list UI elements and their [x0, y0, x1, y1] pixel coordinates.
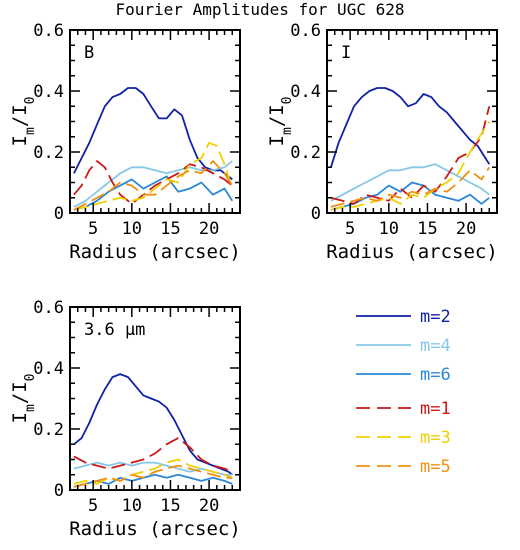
series-line-m=5 [330, 166, 491, 208]
y-axis-label: Im/I0 [9, 97, 38, 147]
x-tick-label: 5 [88, 219, 98, 239]
x-tick-label: 10 [122, 496, 142, 516]
series-line-m=1 [330, 106, 491, 205]
y-axis-label-text: Im/I0 [266, 97, 295, 147]
legend-label: m=1 [420, 399, 451, 419]
series-line-m=2 [73, 87, 233, 181]
x-tick-label: 20 [456, 219, 476, 239]
legend-label: m=5 [420, 457, 451, 477]
legend-item-m=2: m=2 [356, 307, 451, 327]
x-tick-label: 5 [345, 219, 355, 239]
y-tick-label: 0.6 [33, 21, 64, 41]
y-tick-label: 0.6 [290, 21, 321, 41]
x-tick-label: 10 [122, 219, 142, 239]
x-axis-label: Radius (arcsec) [69, 241, 241, 263]
series-line-m=3 [73, 141, 234, 211]
legend: m=2 m=4 m=6 m=1 m=3 m=5 [356, 307, 451, 477]
legend-item-m=6: m=6 [356, 365, 451, 385]
legend-item-m=3: m=3 [356, 428, 451, 448]
y-tick-label: 0.6 [33, 298, 64, 318]
panel-label: 3.6 μm [84, 320, 145, 340]
x-tick-label: 5 [88, 496, 98, 516]
x-tick-label: 10 [379, 219, 399, 239]
y-tick-label: 0 [54, 204, 64, 224]
series-line-m=5 [73, 464, 233, 488]
legend-label: m=6 [420, 365, 451, 385]
y-tick-label: 0.2 [33, 420, 64, 440]
series-line-m=3 [73, 458, 233, 485]
y-tick-label: 0 [54, 481, 64, 501]
x-tick-label: 15 [160, 219, 180, 239]
series-group [73, 373, 233, 488]
y-axis-label-text: Im/I0 [9, 97, 38, 147]
panel-label: I [341, 43, 351, 63]
panel-label: B [84, 43, 94, 63]
legend-label: m=3 [420, 428, 451, 448]
x-tick-label: 15 [160, 496, 180, 516]
legend-item-m=1: m=1 [356, 399, 451, 419]
x-axis-label: Radius (arcsec) [69, 518, 241, 540]
figure-title: Fourier Amplitudes for UGC 628 [116, 0, 405, 19]
panel-1: 5 10 15 20 0 0.2 0.4 0.6 Radius (arcsec) Im/I0 B [9, 21, 241, 263]
x-axis-label: Radius (arcsec) [326, 241, 498, 263]
legend-item-m=4: m=4 [356, 336, 451, 356]
series-line-m=2 [73, 373, 233, 476]
series-line-m=3 [330, 121, 491, 211]
y-tick-label: 0.4 [290, 82, 321, 102]
series-line-m=4 [330, 163, 490, 202]
y-axis-label: Im/I0 [266, 97, 295, 147]
plot-frame [326, 29, 498, 214]
series-line-m=6 [73, 175, 234, 211]
panel-2: 5 10 15 20 0 0.2 0.4 0.6 Radius (arcsec) Im/I0 I [266, 21, 498, 263]
legend-item-m=5: m=5 [356, 457, 451, 477]
y-tick-label: 0.2 [33, 143, 64, 163]
y-tick-label: 0 [311, 204, 321, 224]
x-tick-label: 20 [199, 219, 219, 239]
series-line-m=2 [330, 87, 491, 168]
series-group [330, 87, 491, 211]
y-axis-label-text: Im/I0 [9, 374, 38, 424]
legend-label: m=2 [420, 307, 451, 327]
y-tick-label: 0.4 [33, 82, 64, 102]
x-tick-label: 15 [417, 219, 437, 239]
y-tick-label: 0.2 [290, 143, 321, 163]
series-line-m=1 [73, 437, 233, 473]
y-axis-label: Im/I0 [9, 374, 38, 424]
series-group [73, 87, 234, 211]
series-line-m=5 [73, 160, 234, 211]
legend-label: m=4 [420, 336, 451, 356]
y-tick-label: 0.4 [33, 359, 64, 379]
panel-3: 5 10 15 20 0 0.2 0.4 0.6 Radius (arcsec) Im/I0 3.6… [9, 298, 241, 540]
x-tick-label: 20 [199, 496, 219, 516]
